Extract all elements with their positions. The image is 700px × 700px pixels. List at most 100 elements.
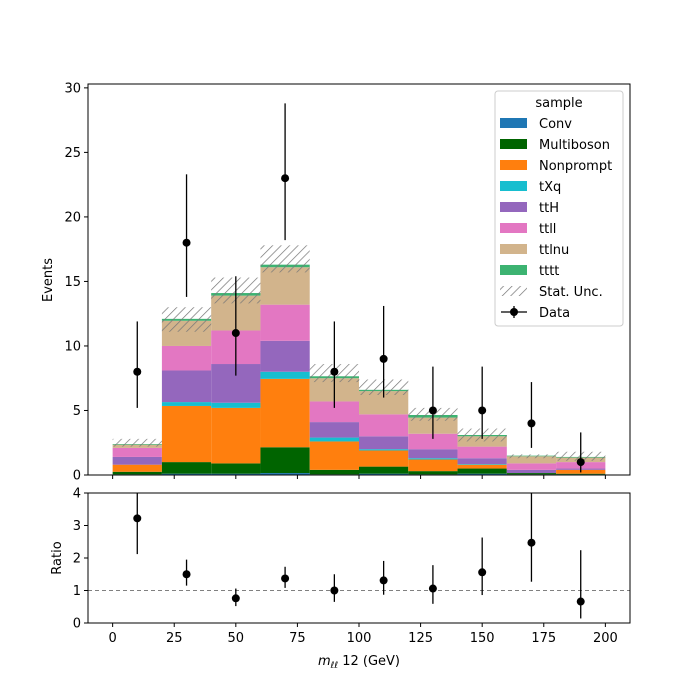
x-tick-label-6: 150 [470,631,495,646]
bar-txq-bin-1 [161,402,212,406]
legend-label-stat-unc: Stat. Unc. [539,285,603,300]
legend-title: sample [535,96,582,111]
bar-nonprompt-bin-1 [161,405,212,463]
main-y-ticks: 0 5 10 15 20 25 30 [64,81,88,484]
bar-tth-bin-0 [112,456,162,465]
x-axis-label-subscript: ℓℓ [330,661,338,671]
bar-nonprompt-bin-6 [408,459,458,472]
x-tick-label-1: 25 [166,631,183,646]
ratio-y-tick-label-0: 0 [73,617,81,632]
bar-ttll-bin-5 [359,414,409,437]
legend-label-conv: Conv [539,117,572,132]
ratio-x-ticks: 0 25 50 75 100 125 150 175 200 [108,623,618,646]
main-y-tick-label-5: 25 [64,146,81,161]
bar-multiboson-bin-5 [359,466,409,474]
data-point-4 [330,367,339,376]
x-axis-label-symbol: m [318,654,331,669]
bar-tth-bin-1 [161,370,212,403]
main-y-tick-label-0: 0 [73,469,81,484]
main-y-tick-label-3: 15 [64,275,81,290]
bar-txq-bin-2 [211,402,261,408]
bar-conv-bin-7 [457,473,507,475]
ratio-point-0 [133,514,142,523]
bar-tth-bin-8 [506,469,557,474]
x-tick-label-0: 0 [108,631,116,646]
x-tick-label-3: 75 [289,631,306,646]
legend-swatch-tth [500,202,527,212]
x-tick-label-5: 125 [408,631,433,646]
bar-ttll-bin-1 [161,345,212,371]
legend-label-txq: tXq [539,180,561,195]
bar-txq-bin-6 [408,458,458,460]
bar-ttlnu-bin-8 [506,456,557,464]
data-points [133,103,585,473]
x-axis-label-rest: 12 (GeV) [338,654,400,669]
legend-swatch-txq [500,181,527,191]
stat-unc-band-bin-8 [506,454,557,459]
x-tick-label-8: 200 [593,631,618,646]
bar-ttll-bin-0 [112,447,162,457]
data-point-5 [379,354,388,363]
bar-tth-bin-7 [457,458,507,465]
bar-nonprompt-bin-2 [211,407,261,464]
legend-swatch-tttt [500,265,527,275]
bar-tth-bin-3 [260,340,310,372]
stat-unc-band-bin-0 [112,438,162,447]
ratio-point-4 [330,586,339,595]
legend-label-ttlnu: ttlnu [539,243,569,258]
bar-conv-bin-3 [260,473,310,475]
bar-conv-bin-5 [359,473,409,475]
data-point-8 [527,419,536,428]
x-axis-label: mℓℓ 12 (GeV) [318,654,400,671]
legend: sample Conv Multiboson Nonprompt tXq ttH ttll… [494,90,624,327]
data-point-7 [478,406,487,415]
ratio-point-6 [428,584,437,593]
legend-swatch-nonprompt [500,160,527,170]
main-x-ticks [112,475,606,479]
bar-multiboson-bin-9 [556,473,606,475]
legend-items: Conv Multiboson Nonprompt tXq ttH ttll ttlnu tt… [500,117,612,321]
ratio-points [133,493,585,619]
bar-ttll-bin-6 [408,433,458,450]
bar-ttll-bin-4 [309,401,359,423]
bar-txq-bin-5 [359,449,409,451]
bar-ttll-bin-7 [457,446,507,459]
legend-label-tth: ttH [539,201,559,216]
legend-swatch-multiboson [500,139,527,149]
bar-multiboson-bin-4 [309,469,359,475]
legend-swatch-stat-unc [500,286,527,296]
ratio-point-8 [527,538,536,547]
ratio-point-5 [379,576,388,585]
bar-multiboson-bin-0 [112,471,162,475]
data-point-0 [133,367,142,376]
legend-label-tttt: tttt [539,264,559,279]
x-tick-label-7: 175 [531,631,556,646]
main-y-axis-label: Events [41,258,56,302]
ratio-y-axis-label: Ratio [50,541,65,574]
bar-tth-bin-4 [309,422,359,438]
ratio-y-tick-label-4: 4 [73,487,81,502]
ratio-point-2 [231,594,240,603]
bar-ttll-bin-3 [260,304,310,341]
main-y-tick-label-6: 30 [64,81,81,96]
x-tick-label-4: 100 [347,631,372,646]
bar-conv-bin-1 [161,473,212,475]
bar-tth-bin-6 [408,449,458,459]
legend-label-data: Data [539,306,570,321]
ratio-y-tick-label-2: 2 [73,552,81,567]
bar-conv-bin-2 [211,473,261,475]
bar-nonprompt-bin-3 [260,378,310,448]
bar-ttll-bin-8 [506,463,557,470]
legend-swatch-ttll [500,223,527,233]
main-y-tick-label-4: 20 [64,210,81,225]
bar-multiboson-bin-7 [457,468,507,474]
data-point-3 [281,174,290,183]
main-plot-frame [87,83,631,476]
ratio-point-9 [576,597,585,606]
legend-label-ttll: ttll [539,222,556,237]
ratio-plot-panel: 0 1 2 3 4 0 25 50 75 100 125 150 175 200 Ratio mℓℓ 1… [50,487,631,671]
ratio-plot-frame [87,492,631,624]
stat-unc-band-bin-1 [161,307,212,332]
ratio-point-1 [182,570,191,579]
main-plot-panel: 0 5 10 15 20 25 30 Events [41,81,631,484]
